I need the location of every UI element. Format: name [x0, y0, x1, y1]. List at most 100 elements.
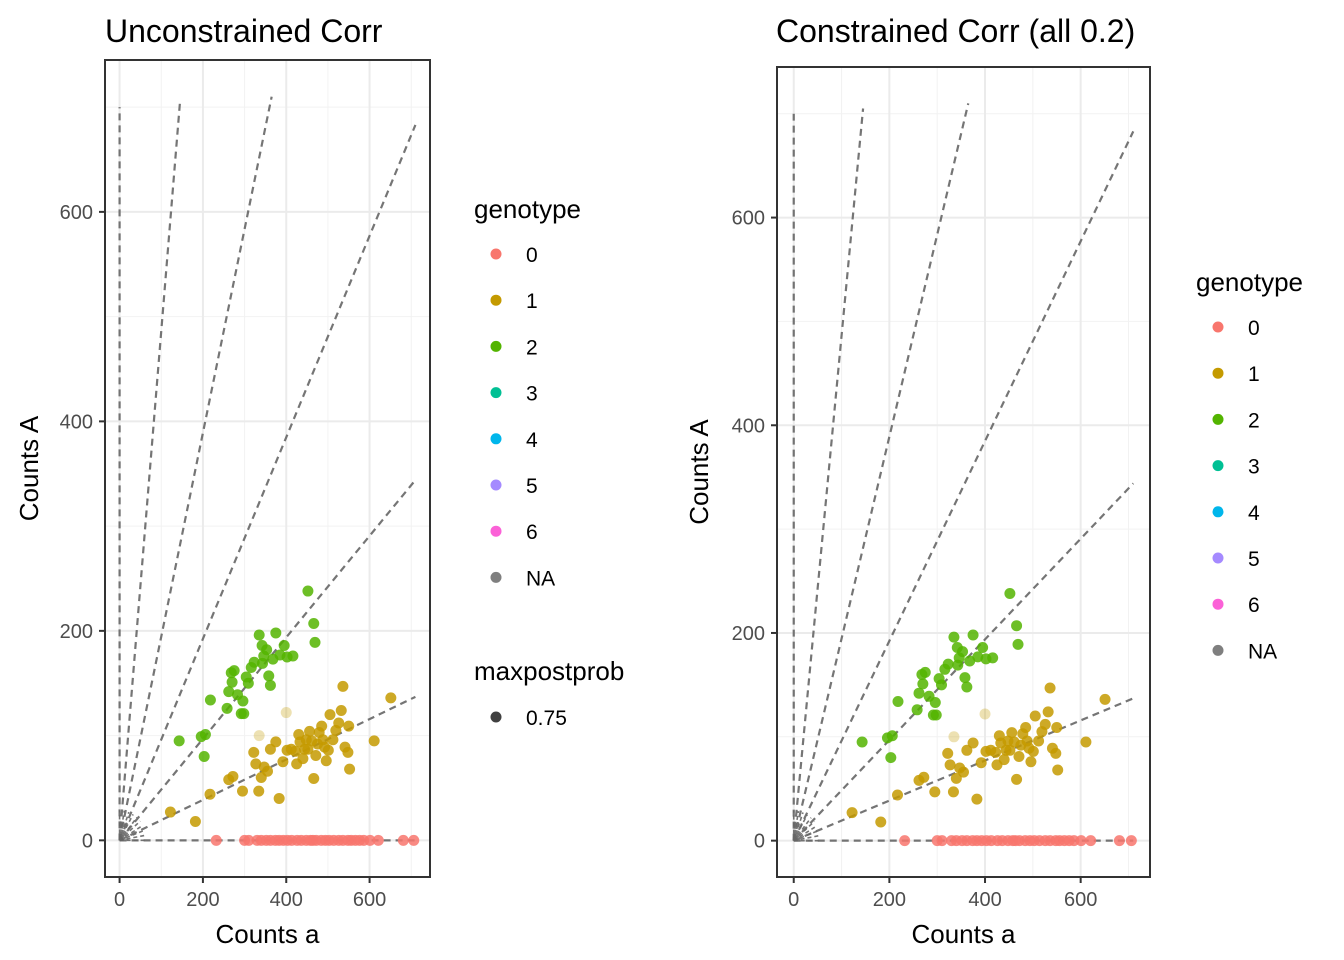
data-point	[846, 807, 858, 819]
reference-line	[118, 96, 273, 841]
data-point	[164, 806, 176, 818]
reference-line	[118, 479, 417, 842]
data-point	[948, 631, 960, 643]
data-point	[1085, 835, 1097, 847]
y-tick-label: 400	[732, 415, 765, 437]
data-point	[278, 640, 290, 652]
data-point	[210, 834, 222, 846]
data-point	[1075, 835, 1087, 847]
data-point	[942, 658, 954, 670]
legend-label: 0.75	[526, 707, 567, 730]
y-tick-label: 600	[732, 208, 765, 230]
data-point	[1051, 721, 1063, 733]
data-point	[958, 766, 969, 778]
data-point	[324, 709, 336, 721]
data-point	[289, 745, 301, 757]
data-point	[270, 627, 282, 639]
data-point	[892, 789, 904, 801]
legend-label: 6	[526, 521, 538, 544]
legend-genotype: genotype 0 1 2 3 4 5 6 NA	[474, 194, 581, 590]
data-point	[309, 636, 321, 648]
legend-key	[1212, 367, 1224, 379]
data-point	[950, 772, 962, 784]
origin-burst-ray	[119, 824, 144, 842]
data-point	[243, 834, 255, 846]
data-point	[204, 694, 216, 706]
data-point	[936, 679, 948, 691]
legend-label: 4	[526, 429, 538, 452]
origin-burst-ray	[793, 817, 812, 842]
y-axis-title: Counts A	[684, 419, 714, 525]
data-point	[1029, 710, 1041, 722]
data-point	[304, 725, 316, 737]
data-point	[990, 746, 1002, 758]
data-point	[364, 834, 376, 846]
legend-key	[490, 571, 502, 583]
legend-key	[490, 294, 502, 306]
y-tick-label: 200	[60, 621, 93, 643]
origin-burst-ray	[119, 834, 147, 842]
data-point	[342, 746, 354, 758]
data-point	[944, 759, 956, 771]
data-point	[1011, 620, 1023, 632]
legend-key	[490, 525, 502, 537]
data-point	[899, 835, 911, 847]
data-point	[221, 702, 233, 714]
data-point	[238, 708, 250, 720]
data-point	[885, 752, 897, 764]
series-genotype-0	[210, 834, 420, 846]
data-point	[408, 834, 420, 846]
chart-title: Constrained Corr (all 0.2)	[776, 13, 1135, 49]
data-point	[967, 737, 979, 749]
series-genotype-2	[173, 585, 321, 763]
data-point	[1004, 744, 1016, 756]
data-point	[913, 687, 925, 699]
data-point	[302, 585, 314, 597]
data-point	[277, 756, 289, 768]
x-tick-label: 400	[270, 889, 303, 911]
data-point	[237, 695, 249, 707]
data-point	[228, 665, 240, 677]
chart-panel-1: 0 200 400 600 0 200 400 600 Unconstrained Corr Co…	[14, 13, 624, 949]
data-point	[322, 744, 334, 756]
reference-line	[118, 101, 182, 841]
chart-title: Unconstrained Corr	[105, 13, 383, 49]
data-point	[961, 744, 973, 756]
origin-burst-ray	[118, 813, 134, 841]
data-point	[1006, 727, 1018, 739]
data-point	[917, 678, 929, 690]
data-point	[1020, 721, 1032, 733]
data-point	[199, 729, 211, 741]
data-point	[975, 757, 987, 769]
data-point	[892, 696, 904, 707]
data-point	[189, 815, 201, 827]
data-point	[911, 704, 923, 716]
series-genotype-2	[856, 588, 1024, 764]
data-point	[1027, 745, 1039, 757]
data-point	[248, 656, 260, 668]
data-point	[263, 670, 275, 682]
data-point	[1011, 773, 1023, 785]
plot-border	[104, 59, 431, 878]
data-point	[261, 644, 273, 656]
legend-label: 3	[526, 383, 538, 406]
reference-line	[792, 103, 970, 841]
legend-key	[490, 479, 502, 491]
data-point	[173, 735, 185, 747]
data-point	[886, 730, 898, 742]
data-point	[856, 736, 868, 748]
data-point	[287, 650, 299, 662]
data-point	[1044, 682, 1056, 694]
data-point	[1099, 693, 1111, 705]
data-point	[947, 786, 959, 798]
origin-burst-ray	[118, 811, 130, 841]
plot-background	[777, 67, 1150, 877]
legend-key	[1212, 413, 1224, 425]
data-point	[936, 835, 948, 847]
data-point	[971, 793, 983, 805]
data-point	[1113, 835, 1125, 847]
minor-gridlines	[105, 60, 430, 877]
y-tick-label: 600	[60, 202, 93, 224]
data-point	[226, 676, 238, 688]
x-tick-label: 200	[186, 889, 219, 911]
